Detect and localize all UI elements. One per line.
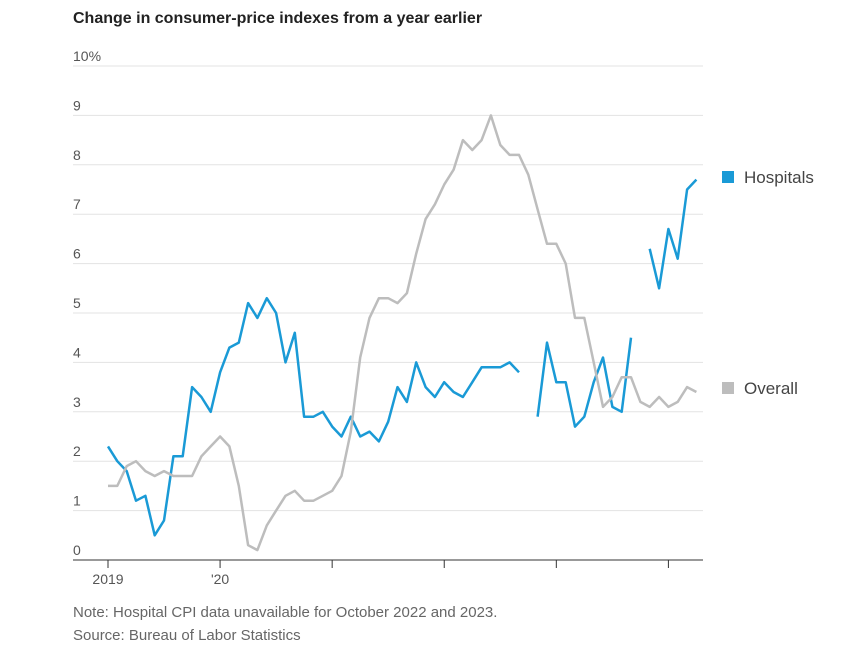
y-tick-label: 9 [73,97,81,113]
y-tick-label: 2 [73,443,81,459]
y-tick-label: 10% [73,48,101,64]
x-tick-label: '20 [211,571,229,587]
series-line [108,114,697,552]
y-tick-label: 0 [73,542,81,558]
y-tick-label: 8 [73,147,81,163]
y-tick-label: 7 [73,196,81,212]
y-tick-label: 6 [73,246,81,262]
legend-label: Hospitals [744,168,814,187]
y-tick-label: 5 [73,295,81,311]
legend-label: Overall [744,379,798,398]
x-tick-label: 2019 [92,571,123,587]
source: Source: Bureau of Labor Statistics [73,627,301,644]
series-line [106,178,698,537]
y-tick-label: 3 [73,394,81,410]
legend-swatch [722,382,734,394]
note: Note: Hospital CPI data unavailable for … [73,604,497,621]
y-tick-label: 1 [73,493,81,509]
legend-swatch [722,171,734,183]
chart-title: Change in consumer-price indexes from a … [73,10,482,27]
y-tick-label: 4 [73,344,81,360]
